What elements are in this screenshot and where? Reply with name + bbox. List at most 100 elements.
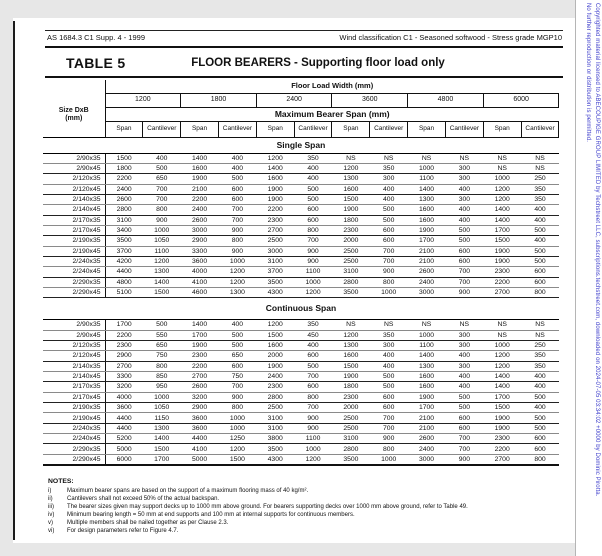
cantilever-value: 900 [218,246,257,257]
cantilever-value: 350 [521,184,559,195]
span-value: 4800 [105,277,143,288]
cantilever-value: 600 [369,225,408,237]
span-value: 2600 [180,381,219,393]
table-row: 2/140x45 3300 850 2700 750 2400 700 1900 500 1600… [43,371,559,383]
span-value: 3200 [105,381,143,393]
span-value: 4100 [180,277,219,288]
cantilever-value: 500 [142,319,181,331]
span-value: 1600 [256,340,295,352]
span-value: 2700 [105,361,143,373]
span-value: 1600 [256,173,295,185]
span-value: 1600 [331,350,370,362]
cantilever-value: 900 [369,266,408,278]
cantilever-value: 600 [445,412,484,424]
cantilever-value: 350 [521,361,559,373]
table-row: 2/90x45 2200 550 1700 500 1500 450 1200 350 1000 3… [43,330,559,342]
cantilever-value: 800 [369,277,408,288]
cantilever-value: 250 [521,173,559,185]
span-value: 3500 [331,454,370,466]
cantilever-value: 1400 [142,433,181,445]
cantilever-value: 600 [445,256,484,268]
width-value: 6000 [482,93,560,108]
table-row: 2/190x35 3600 1050 2900 800 2500 700 2000 600 170… [43,402,559,414]
span-value: NS [407,319,446,331]
span-value: 2500 [331,256,370,268]
table-row: 2/170x45 3400 1000 3000 900 2700 800 2300 600 190… [43,225,559,237]
cantilever-value: 1000 [218,423,257,435]
table-row: 2/240x45 4400 1300 4000 1200 3700 1100 3100 900 2… [43,266,559,278]
cantilever-value: 900 [294,412,332,424]
span-value: 2300 [256,215,295,226]
cantilever-value: 700 [218,204,257,216]
cantilever-subheader: Cantilever [142,121,182,138]
table-row: 2/120x35 2300 650 1900 500 1600 400 1300 300 1100… [43,340,559,352]
span-value: 1900 [180,173,219,185]
cantilever-value: 700 [369,423,408,435]
note-text: For design parameters refer to Figure 4.… [67,528,179,534]
span-value: 1200 [483,194,522,206]
table-row: 2/90x35 1700 500 1400 400 1200 350 NS NS NS NS NS NS [43,319,559,331]
span-cantilever-header-row: Span Cantilever Span Cantilever Span Cantilev… [43,121,560,138]
span-value: 1400 [407,350,446,362]
note-item: v) Multiple members shall be nailed toget… [48,519,553,527]
row-size-label: 2/90x35 [43,319,106,331]
span-value: 2600 [407,433,446,445]
span-value: 5100 [105,287,143,299]
single-span-band: Single Span [43,136,559,154]
span-value: 2300 [331,225,370,237]
row-size-label: 2/140x45 [43,371,106,383]
row-size-label: 2/240x45 [43,433,106,445]
span-value: 1900 [256,361,295,373]
note-number: ii) [48,496,53,502]
cantilever-value: 400 [521,204,559,216]
cantilever-value: 500 [294,184,332,195]
cantilever-value: 500 [218,173,257,185]
span-value: 1900 [483,412,522,424]
span-value: 2100 [180,184,219,195]
span-value: 2200 [105,330,143,342]
span-value: 3100 [331,266,370,278]
cantilever-value: 700 [218,381,257,393]
note-text: The bearer sizes given may support decks… [67,504,468,510]
cantilever-value: 900 [142,215,181,226]
cantilever-value: 700 [142,194,181,206]
notes-list: i) Maximum bearer spans are based on the … [48,487,553,535]
cantilever-value: 400 [218,319,257,331]
cantilever-value: 400 [218,163,257,175]
cantilever-value: 300 [445,361,484,373]
span-value: 1700 [180,330,219,342]
span-value: 1500 [331,194,370,206]
span-value: 1200 [483,350,522,362]
cantilever-value: 1200 [294,454,332,466]
cantilever-value: 700 [369,246,408,257]
cantilever-value: NS [521,330,559,342]
cantilever-value: 500 [445,225,484,237]
table-row: 2/120x35 2200 650 1900 500 1600 400 1300 300 1100… [43,173,559,185]
cantilever-value: 1000 [294,443,332,455]
cantilever-value: NS [521,319,559,331]
cantilever-value: 900 [445,287,484,299]
span-value: 1900 [483,423,522,435]
row-size-label: 2/170x35 [43,381,106,393]
span-value: 1800 [331,215,370,226]
span-value: 3300 [180,246,219,257]
cantilever-value: 300 [445,173,484,185]
span-value: 3600 [105,402,143,414]
span-value: 4200 [105,256,143,268]
note-text: Multiple members shall be nailed togethe… [67,520,229,526]
cantilever-value: 1000 [294,277,332,288]
span-value: 3000 [407,454,446,466]
cantilever-value: 800 [294,225,332,237]
span-value: 2400 [180,204,219,216]
table-row: 2/290x45 6000 1700 5000 1500 4300 1200 3500 1000… [43,454,559,466]
span-value: 2700 [483,287,522,299]
span-value: NS [483,319,522,331]
cantilever-value: 1150 [142,412,181,424]
cantilever-value: 800 [521,454,559,466]
span-value: 1600 [407,381,446,393]
span-subheader: Span [255,121,295,138]
section-title-continuous-span: Continuous Span [43,297,559,321]
cantilever-value: 900 [218,392,257,404]
span-value: 2800 [256,392,295,404]
